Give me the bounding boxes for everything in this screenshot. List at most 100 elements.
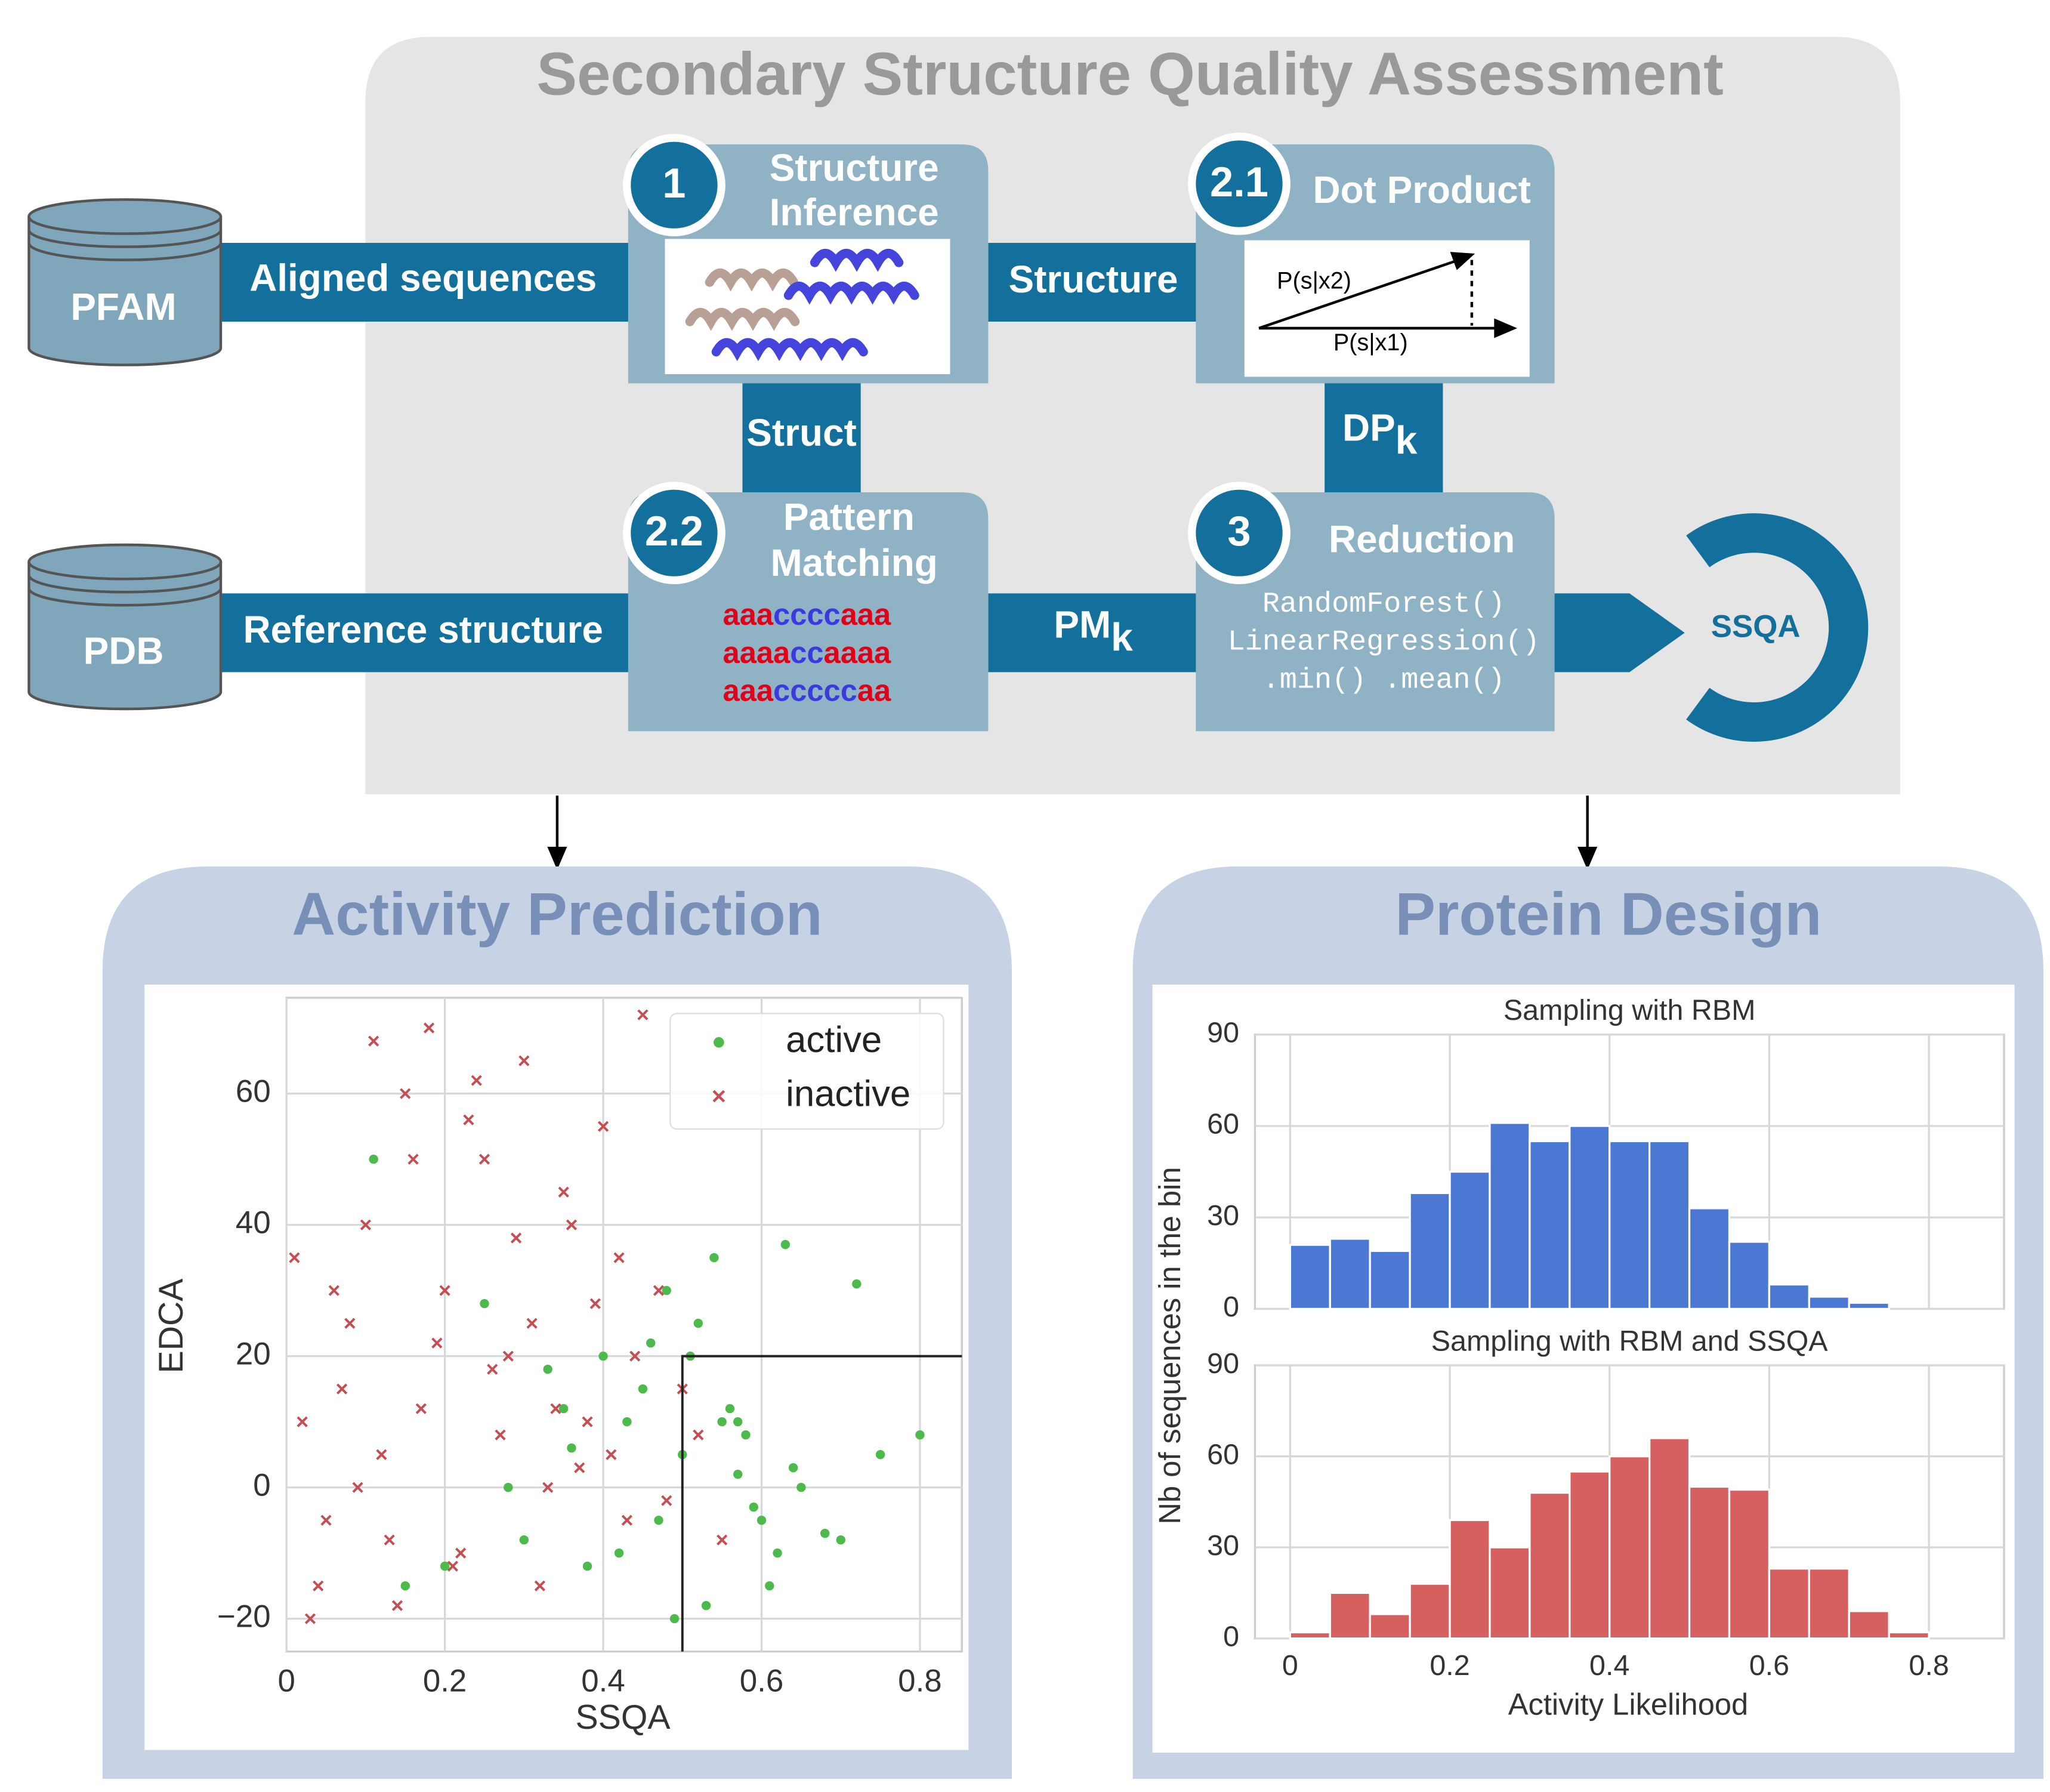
point xyxy=(376,1449,387,1460)
point xyxy=(313,1580,324,1591)
badge xyxy=(1188,132,1290,235)
point xyxy=(765,1581,774,1591)
y-tick-label: 0 xyxy=(1223,1291,1239,1323)
point xyxy=(566,1219,578,1230)
point xyxy=(598,1351,608,1361)
protein-ribbons xyxy=(685,249,919,362)
pattern-segment: aaa xyxy=(841,597,891,631)
point xyxy=(613,1252,625,1263)
x-tick-label: 0 xyxy=(277,1663,295,1698)
bar xyxy=(1848,1301,1890,1310)
point xyxy=(510,1232,522,1244)
point xyxy=(796,1482,806,1492)
point xyxy=(582,1416,593,1427)
database-label: PFAM xyxy=(70,285,176,328)
output-label: SSQA xyxy=(1711,609,1801,644)
bar xyxy=(1768,1283,1810,1310)
pattern-segment: aaa xyxy=(723,597,774,631)
point xyxy=(423,1022,435,1034)
point xyxy=(733,1469,743,1479)
step-title: Pattern xyxy=(783,495,915,538)
chart-title: Sampling with RBM and SSQA xyxy=(1431,1325,1829,1357)
bar xyxy=(1409,1192,1451,1310)
y-tick-label: 40 xyxy=(236,1205,271,1241)
point xyxy=(471,1075,482,1086)
point xyxy=(320,1515,332,1526)
point xyxy=(693,1318,703,1328)
label: PM xyxy=(1054,603,1111,646)
point xyxy=(788,1463,798,1473)
point xyxy=(597,1121,609,1132)
bar xyxy=(1728,1488,1771,1640)
point xyxy=(693,1429,704,1441)
x-axis-label: Activity Likelihood xyxy=(1508,1687,1748,1721)
x-tick-label: 0.4 xyxy=(1589,1649,1629,1682)
arrow-connector xyxy=(1553,593,1685,673)
point xyxy=(519,1535,529,1545)
bar xyxy=(1608,1140,1651,1310)
vector-label: P(s|x1) xyxy=(1333,329,1408,356)
point xyxy=(495,1429,506,1441)
point xyxy=(478,1153,490,1165)
connector xyxy=(988,593,1199,673)
x-tick-label: 0 xyxy=(1282,1649,1298,1682)
y-tick-label: 90 xyxy=(1207,1347,1239,1380)
pattern-segment: cc xyxy=(790,636,823,670)
bar xyxy=(1289,1244,1331,1310)
point xyxy=(543,1364,552,1374)
connector xyxy=(218,243,631,322)
panel-title: Protein Design xyxy=(1395,881,1821,948)
bar xyxy=(1329,1238,1371,1310)
badge xyxy=(1188,482,1290,584)
connector xyxy=(218,593,631,673)
point xyxy=(646,1338,656,1348)
step-badges xyxy=(623,132,1290,584)
bar xyxy=(1569,1125,1611,1310)
connector xyxy=(742,381,861,495)
vector-panel xyxy=(1244,240,1530,377)
x-axis-label: SSQA xyxy=(575,1698,671,1737)
point xyxy=(328,1285,339,1296)
bar xyxy=(1369,1613,1411,1640)
point xyxy=(336,1383,348,1395)
point xyxy=(780,1239,791,1250)
y-tick-label: 0 xyxy=(253,1468,270,1503)
x-tick-label: 0.8 xyxy=(1909,1649,1949,1682)
point xyxy=(662,1285,671,1296)
bar xyxy=(1888,1631,1930,1640)
ssqa-panel xyxy=(365,36,1900,795)
database-label: PDB xyxy=(84,629,164,672)
point xyxy=(368,1035,379,1047)
badge xyxy=(623,482,725,584)
y-tick-label: 20 xyxy=(236,1337,271,1372)
histogram-chart: 0 30 60 90 Sampling with RBM xyxy=(1207,994,2005,1323)
panel-title: Activity Prediction xyxy=(292,881,822,948)
x-tick-label: 0.4 xyxy=(581,1663,625,1698)
down-arrows xyxy=(547,795,1598,870)
point xyxy=(757,1515,767,1525)
histogram-chart: 0 0.2 0.4 0.6 0.8 0 30 60 90 Sampling with RBM an… xyxy=(1207,1325,2005,1682)
bar xyxy=(1648,1140,1691,1310)
connector-label: Reference structure xyxy=(243,608,603,651)
step-number: 2.1 xyxy=(1210,158,1268,205)
code-line: RandomForest() xyxy=(1262,588,1505,621)
point xyxy=(558,1404,569,1414)
point xyxy=(360,1219,371,1230)
point xyxy=(614,1548,624,1558)
vector-label: P(s|x2) xyxy=(1277,267,1351,294)
points xyxy=(289,1009,925,1624)
y-tick-label: 60 xyxy=(236,1074,271,1109)
step-number: 3 xyxy=(1227,507,1251,554)
y-tick-label: 60 xyxy=(1207,1108,1239,1140)
point xyxy=(534,1580,545,1591)
y-tick-label: 30 xyxy=(1207,1199,1239,1232)
point xyxy=(400,1088,411,1099)
point xyxy=(504,1482,513,1492)
connectors xyxy=(218,243,1685,673)
point xyxy=(653,1285,665,1296)
pattern-segment: aaaa xyxy=(824,636,892,670)
x-tick-label: 0.6 xyxy=(1749,1649,1789,1682)
bar xyxy=(1728,1241,1771,1310)
point xyxy=(852,1279,862,1289)
